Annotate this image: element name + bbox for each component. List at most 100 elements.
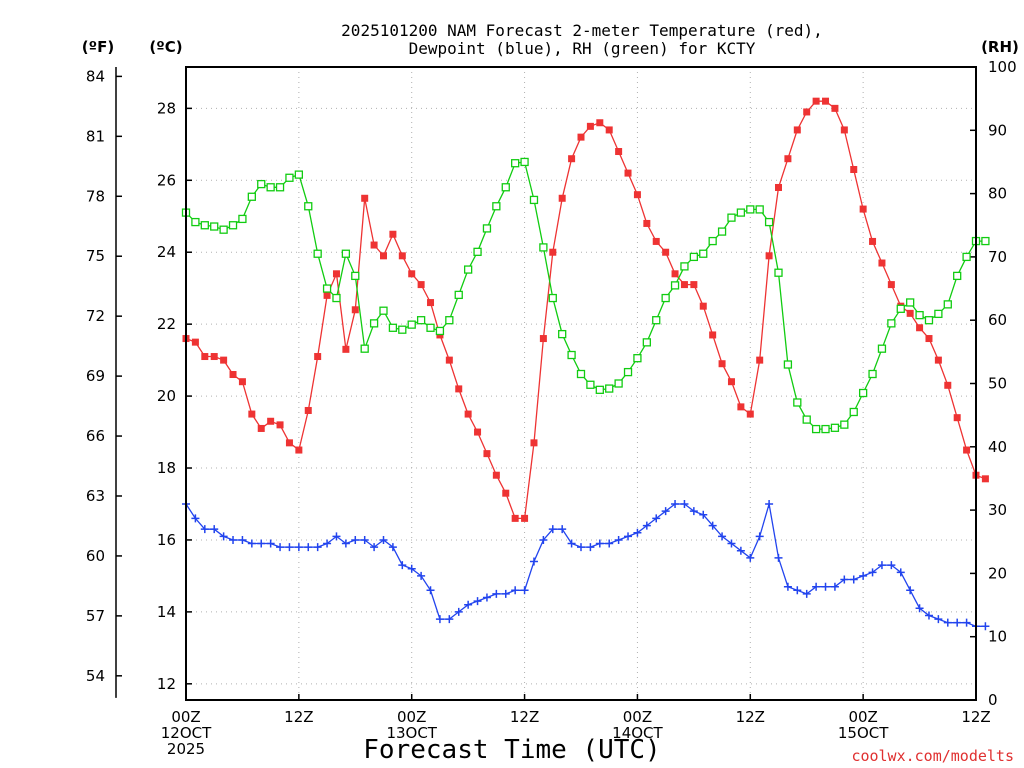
- rh-point: [407, 320, 416, 329]
- fahrenheit-tick-label: 75: [86, 247, 105, 265]
- temperature-point: [314, 353, 322, 361]
- dewpoint-point: [388, 543, 397, 552]
- fahrenheit-tick-label: 66: [86, 427, 105, 445]
- temperature-point: [201, 353, 209, 361]
- dewpoint-point: [266, 539, 275, 548]
- temperature-point: [765, 252, 773, 260]
- rh-point: [285, 173, 294, 182]
- celsius-tick-label: 16: [157, 531, 176, 549]
- celsius-axis: 12 14 16 18 20 22 24 26 28: [157, 99, 192, 693]
- dewpoint-point: [276, 543, 285, 552]
- temperature-point: [248, 410, 256, 418]
- rh-point: [351, 271, 360, 281]
- dewpoint-point: [624, 532, 633, 541]
- dewpoint-point: [341, 539, 350, 548]
- dewpoint-point: [370, 543, 379, 552]
- dewpoint-point: [962, 618, 971, 627]
- rh-tick-label: 100: [988, 58, 1017, 76]
- temperature-point: [859, 205, 867, 213]
- rh-point: [934, 309, 943, 319]
- rh-series: [181, 157, 990, 434]
- dewpoint-point: [417, 571, 426, 580]
- celsius-tick-label: 12: [157, 675, 176, 693]
- rh-point: [379, 306, 388, 315]
- temperature-point: [257, 424, 265, 432]
- temperature-point: [775, 183, 782, 191]
- chart-title-line-2: Dewpoint (blue), RH (green) for KCTY: [409, 39, 756, 58]
- dewpoint-point: [586, 543, 595, 552]
- rh-point: [811, 424, 821, 434]
- temperature-point: [267, 417, 275, 425]
- time-tick-label: 12OCT: [161, 724, 212, 742]
- dewpoint-series: [182, 499, 990, 631]
- dewpoint-point: [426, 586, 435, 595]
- dewpoint-point: [859, 571, 868, 580]
- dewpoint-point: [868, 568, 877, 577]
- temperature-point: [718, 360, 726, 368]
- temperature-point: [323, 291, 331, 299]
- temperature-point: [624, 169, 632, 177]
- dewpoint-point: [210, 525, 219, 534]
- rh-point: [191, 217, 200, 227]
- dewpoint-point: [812, 582, 821, 591]
- celsius-tick-label: 22: [157, 315, 176, 333]
- rh-point: [755, 205, 764, 214]
- dewpoint-point: [567, 539, 576, 548]
- temperature-point: [276, 421, 284, 429]
- dewpoint-point: [379, 535, 388, 544]
- rh-point: [558, 329, 567, 339]
- rh-point: [652, 316, 661, 325]
- temperature-point: [530, 439, 538, 447]
- time-tick-label: 15OCT: [838, 724, 889, 742]
- rh-point: [219, 225, 228, 234]
- rh-point: [623, 367, 633, 377]
- temperature-point: [671, 270, 679, 278]
- dewpoint-point: [548, 525, 557, 534]
- temperature-point: [549, 248, 557, 256]
- rh-point: [294, 170, 304, 179]
- dewpoint-point: [727, 539, 736, 548]
- temperature-point: [878, 259, 886, 267]
- dewpoint-point: [229, 535, 238, 544]
- x-axis-title: Forecast Time (UTC): [363, 735, 660, 765]
- time-tick-label: 00Z: [171, 708, 200, 726]
- temperature-point: [605, 126, 613, 134]
- rh-point: [858, 388, 868, 398]
- temperature-point: [361, 194, 369, 202]
- celsius-tick-label: 18: [157, 459, 176, 477]
- rh-point: [238, 214, 247, 224]
- series-layer: [181, 97, 990, 631]
- time-tick-label: 00Z: [848, 708, 877, 726]
- temperature-point: [295, 446, 303, 454]
- rh-point: [896, 304, 905, 313]
- temperature-point: [822, 97, 830, 105]
- dewpoint-point: [482, 593, 491, 602]
- temperature-point: [925, 335, 933, 343]
- rh-point: [868, 369, 877, 379]
- dewpoint-point: [398, 561, 407, 570]
- dewpoint-point: [708, 521, 717, 530]
- temperature-point: [210, 353, 218, 361]
- temperature-point: [633, 191, 641, 199]
- dewpoint-point: [840, 575, 849, 584]
- celsius-tick-label: 20: [157, 387, 176, 405]
- rh-point: [369, 319, 379, 328]
- dewpoint-point: [445, 615, 454, 624]
- temperature-point: [191, 338, 199, 346]
- temperature-line: [185, 100, 986, 520]
- rh-point: [586, 380, 595, 389]
- rh-axis: 0 10 20 30 40 50 60 70 80 90 100: [970, 58, 1017, 709]
- rh-point: [642, 338, 651, 347]
- temperature-point: [539, 335, 547, 343]
- temperature-point: [521, 514, 529, 522]
- rh-point: [717, 227, 727, 236]
- rh-tick-label: 70: [988, 248, 1007, 266]
- rh-point: [840, 420, 849, 429]
- dewpoint-point: [473, 597, 482, 606]
- time-tick-label: 2025: [167, 740, 205, 758]
- rh-point: [435, 326, 445, 336]
- fahrenheit-tick-label: 78: [86, 187, 105, 205]
- source-credit: coolwx.com/modelts: [851, 747, 1014, 765]
- celsius-tick-label: 26: [157, 171, 176, 189]
